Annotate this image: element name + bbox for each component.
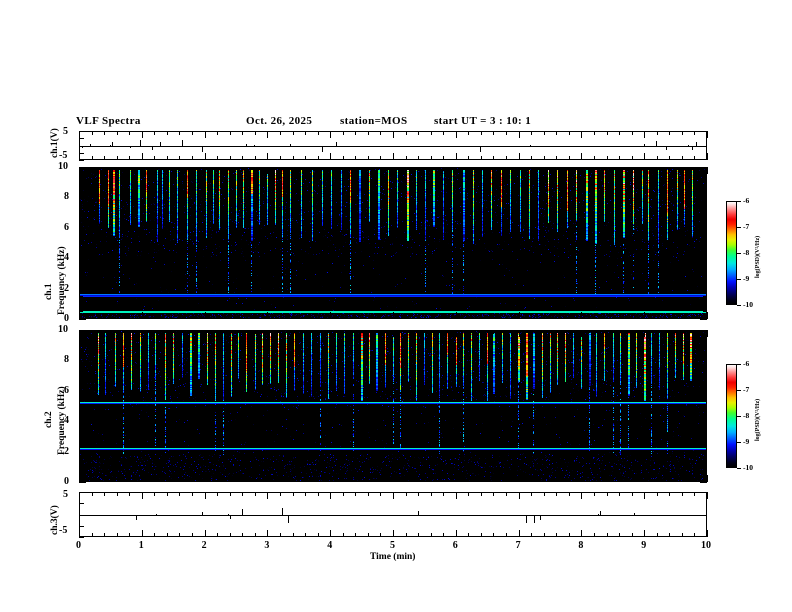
x-tick-label: 5 bbox=[390, 540, 395, 551]
spectrogram-y-tick-label: 2 bbox=[64, 446, 69, 457]
colorbar-tick bbox=[737, 227, 741, 228]
ch1-ytick-top: 5 bbox=[63, 126, 68, 137]
spectrogram-y-tick-label: 0 bbox=[64, 476, 69, 487]
spectrogram-ch1 bbox=[79, 167, 707, 319]
colorbar-tick bbox=[737, 364, 741, 365]
x-tick-label: 8 bbox=[578, 540, 583, 551]
colorbar-tick-label: -10 bbox=[743, 463, 753, 472]
ch3-ytick-bottom: -5 bbox=[59, 525, 67, 536]
x-axis-label: Time (min) bbox=[370, 552, 415, 562]
x-tick-label: 4 bbox=[327, 540, 332, 551]
colorbar-tick-label: -9 bbox=[743, 274, 749, 283]
x-tick-label: 1 bbox=[139, 540, 144, 551]
colorbar-tick-label: -6 bbox=[743, 359, 749, 368]
spectrogram-y-tick-label: 6 bbox=[64, 222, 69, 233]
spectrogram-ch2 bbox=[79, 330, 707, 482]
ch1-voltage-axis-label: ch.1(V) bbox=[50, 128, 60, 158]
colorbar-tick-label: -6 bbox=[743, 196, 749, 205]
colorbar-tick-label: -8 bbox=[743, 248, 749, 257]
voltage-trace bbox=[80, 515, 706, 517]
spectrogram-y-tick-label: 4 bbox=[64, 415, 69, 426]
x-tick-label: 3 bbox=[264, 540, 269, 551]
page-title: VLF Spectra bbox=[76, 115, 141, 127]
colorbar-tick bbox=[737, 279, 741, 280]
colorbar-tick-label: -8 bbox=[743, 411, 749, 420]
colorbar-tick bbox=[737, 305, 741, 306]
ch3-ytick-top: 5 bbox=[63, 489, 68, 500]
colorbar-tick bbox=[737, 390, 741, 391]
figure-station: station=MOS bbox=[340, 115, 408, 127]
colorbar-tick-label: -10 bbox=[743, 300, 753, 309]
spectrogram-y-tick-label: 2 bbox=[64, 283, 69, 294]
ch2-colorbar-label: log(PSD)(V²/Hz) bbox=[755, 399, 761, 441]
ch1-colorbar bbox=[726, 201, 737, 305]
spectrogram-y-tick-label: 10 bbox=[58, 324, 68, 335]
spectrogram-y-tick-label: 4 bbox=[64, 252, 69, 263]
x-tick-label: 7 bbox=[516, 540, 521, 551]
ch3-voltage-axis-label: ch.3(V) bbox=[50, 505, 60, 535]
x-tick-label: 9 bbox=[641, 540, 646, 551]
colorbar-tick-label: -7 bbox=[743, 385, 749, 394]
voltage-trace bbox=[80, 146, 706, 148]
spectrogram-y-tick-label: 8 bbox=[64, 191, 69, 202]
ch2-spec-axis-label-line1: ch.2 bbox=[44, 411, 54, 428]
colorbar-tick bbox=[737, 416, 741, 417]
colorbar-tick-label: -9 bbox=[743, 437, 749, 446]
x-tick-label: 10 bbox=[701, 540, 711, 551]
figure-start-ut: start UT = 3 : 10: 1 bbox=[434, 115, 531, 127]
colorbar-tick-label: -7 bbox=[743, 222, 749, 231]
x-tick-label: 2 bbox=[202, 540, 207, 551]
colorbar-tick bbox=[737, 201, 741, 202]
ch1-ytick-bottom: -5 bbox=[59, 150, 67, 161]
figure-date: Oct. 26, 2025 bbox=[246, 115, 312, 127]
ch1-colorbar-label: log(PSD)(V²/Hz) bbox=[755, 236, 761, 278]
spectrogram-y-tick-label: 8 bbox=[64, 354, 69, 365]
colorbar-tick bbox=[737, 468, 741, 469]
spectrogram-y-tick-label: 10 bbox=[58, 161, 68, 172]
ch1-spec-axis-label-line1: ch.1 bbox=[44, 283, 54, 300]
ch2-colorbar bbox=[726, 364, 737, 468]
x-tick-label: 0 bbox=[76, 540, 81, 551]
colorbar-tick bbox=[737, 253, 741, 254]
spectrogram-y-tick-label: 0 bbox=[64, 313, 69, 324]
spectrogram-y-tick-label: 6 bbox=[64, 385, 69, 396]
x-tick-label: 6 bbox=[453, 540, 458, 551]
colorbar-tick bbox=[737, 442, 741, 443]
